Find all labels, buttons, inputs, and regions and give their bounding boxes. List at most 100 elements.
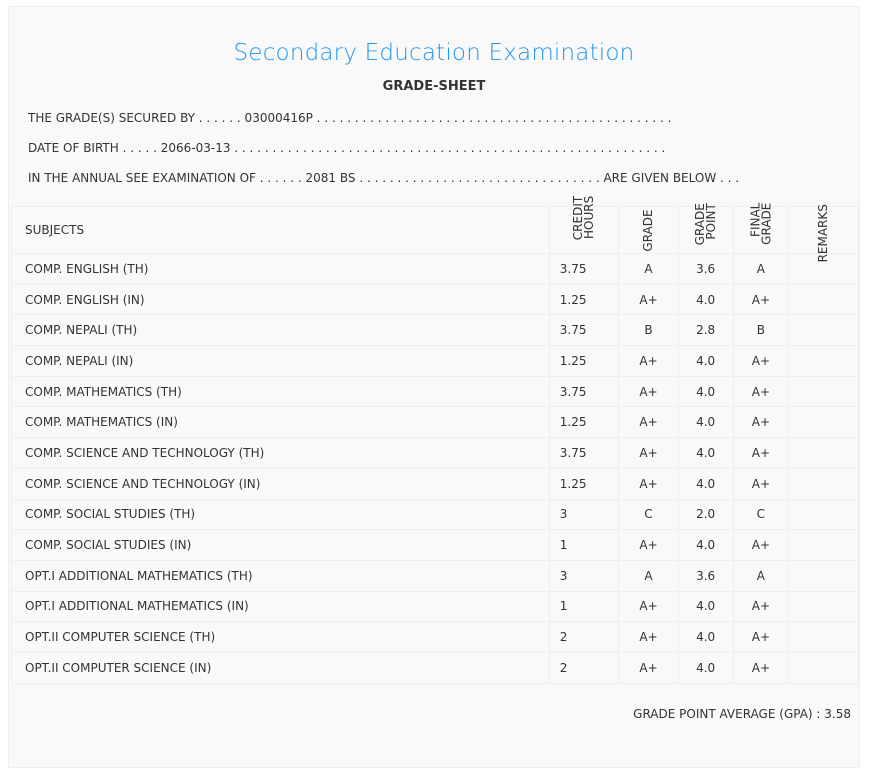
subject-cell: COMP. NEPALI (IN) — [11, 345, 550, 377]
final-grade-cell: A+ — [732, 283, 790, 316]
grade-point-cell: 3.6 — [677, 559, 734, 592]
final-grade-cell: A+ — [732, 406, 790, 439]
grade-point-cell: 4.0 — [677, 437, 734, 469]
table-row: COMP. SOCIAL STUDIES (TH) 3 C 2.0 C — [11, 498, 859, 531]
credit-hours-cell: 3.75 — [548, 437, 620, 469]
grade-point-cell: 4.0 — [677, 467, 734, 500]
grades-table: SUBJECTS CREDIT HOURS GRADE GRADE POINT … — [11, 196, 859, 684]
grade-cell: A+ — [618, 406, 679, 439]
credit-hours-cell: 3 — [548, 559, 620, 592]
final-grade-cell: A+ — [732, 621, 790, 653]
gpa-summary: GRADE POINT AVERAGE (GPA) : 3.58 — [633, 707, 851, 721]
subject-cell: COMP. SOCIAL STUDIES (IN) — [11, 529, 550, 561]
subject-cell: COMP. SCIENCE AND TECHNOLOGY (TH) — [11, 437, 550, 469]
remarks-cell — [788, 590, 859, 623]
page-title: Secondary Education Examination — [233, 40, 635, 66]
credit-hours-cell: 1 — [548, 529, 620, 561]
final-grade-cell: A+ — [732, 375, 790, 408]
remarks-cell — [788, 375, 859, 408]
table-row: COMP. MATHEMATICS (IN) 1.25 A+ 4.0 A+ — [11, 406, 859, 439]
grade-cell: A+ — [618, 283, 679, 316]
subject-cell: COMP. NEPALI (TH) — [11, 314, 550, 347]
page-subtitle: GRADE-SHEET — [382, 79, 486, 94]
grade-cell: A+ — [618, 529, 679, 561]
grade-sheet-card: Secondary Education Examination GRADE-SH… — [8, 6, 860, 768]
final-grade-cell: A+ — [732, 529, 790, 561]
header-grade: GRADE — [640, 208, 655, 252]
header-grade-point: GRADE POINT — [692, 203, 718, 246]
subject-cell: OPT.I ADDITIONAL MATHEMATICS (TH) — [11, 559, 550, 592]
table-row: COMP. SCIENCE AND TECHNOLOGY (IN) 1.25 A+ 4… — [11, 467, 859, 500]
table-row: COMP. ENGLISH (IN) 1.25 A+ 4.0 A+ — [11, 283, 859, 316]
grade-point-cell: 4.0 — [677, 375, 734, 408]
remarks-cell — [788, 437, 859, 469]
grade-point-cell: 2.8 — [677, 314, 734, 347]
remarks-cell — [788, 406, 859, 439]
final-grade-cell: C — [732, 498, 790, 531]
remarks-cell — [788, 314, 859, 347]
grade-point-cell: 4.0 — [677, 590, 734, 623]
grade-point-cell: 4.0 — [677, 529, 734, 561]
subject-cell: OPT.II COMPUTER SCIENCE (TH) — [11, 621, 550, 653]
subject-cell: COMP. ENGLISH (TH) — [11, 253, 550, 285]
credit-hours-cell: 1 — [548, 590, 620, 623]
subject-cell: COMP. MATHEMATICS (TH) — [11, 375, 550, 408]
grade-cell: A+ — [618, 590, 679, 623]
subject-cell: COMP. SOCIAL STUDIES (TH) — [11, 498, 550, 531]
grade-point-cell: 4.0 — [677, 651, 734, 684]
grade-point-cell: 4.0 — [677, 345, 734, 377]
header-remarks: REMARKS — [816, 204, 831, 263]
subject-cell: COMP. ENGLISH (IN) — [11, 283, 550, 316]
credit-hours-cell: 3.75 — [548, 314, 620, 347]
subject-cell: COMP. SCIENCE AND TECHNOLOGY (IN) — [11, 467, 550, 500]
credit-hours-cell: 2 — [548, 651, 620, 684]
credit-hours-cell: 1.25 — [548, 283, 620, 316]
final-grade-cell: B — [732, 314, 790, 347]
grade-cell: A — [618, 559, 679, 592]
remarks-cell — [788, 559, 859, 592]
grade-point-cell: 4.0 — [677, 406, 734, 439]
grade-point-cell: 2.0 — [677, 498, 734, 531]
final-grade-cell: A+ — [732, 437, 790, 469]
secured-by-line: THE GRADE(S) SECURED BY . . . . . . 0300… — [28, 111, 672, 125]
subject-cell: OPT.II COMPUTER SCIENCE (IN) — [11, 651, 550, 684]
header-final-grade: FINAL GRADE — [747, 202, 773, 245]
credit-hours-cell: 3.75 — [548, 375, 620, 408]
dob-line: DATE OF BIRTH . . . . . 2066-03-13 . . .… — [28, 141, 666, 155]
credit-hours-cell: 3.75 — [548, 253, 620, 285]
subject-cell: COMP. MATHEMATICS (IN) — [11, 406, 550, 439]
table-row: COMP. ENGLISH (TH) 3.75 A 3.6 A — [11, 253, 859, 285]
grade-cell: A+ — [618, 621, 679, 653]
grade-cell: A — [618, 253, 679, 285]
exam-line: IN THE ANNUAL SEE EXAMINATION OF . . . .… — [28, 171, 740, 185]
remarks-cell — [788, 283, 859, 316]
final-grade-cell: A+ — [732, 345, 790, 377]
grade-cell: C — [618, 498, 679, 531]
grade-cell: A+ — [618, 375, 679, 408]
remarks-cell — [788, 345, 859, 377]
remarks-cell — [788, 621, 859, 653]
final-grade-cell: A — [732, 559, 790, 592]
remarks-cell — [788, 651, 859, 684]
remarks-cell — [788, 467, 859, 500]
grade-cell: A+ — [618, 467, 679, 500]
credit-hours-cell: 1.25 — [548, 406, 620, 439]
table-row: OPT.II COMPUTER SCIENCE (TH) 2 A+ 4.0 A+ — [11, 621, 859, 653]
credit-hours-cell: 2 — [548, 621, 620, 653]
final-grade-cell: A — [732, 253, 790, 285]
table-row: COMP. NEPALI (IN) 1.25 A+ 4.0 A+ — [11, 345, 859, 377]
grade-point-cell: 4.0 — [677, 621, 734, 653]
grade-point-cell: 3.6 — [677, 253, 734, 285]
credit-hours-cell: 1.25 — [548, 467, 620, 500]
table-header-row: SUBJECTS CREDIT HOURS GRADE GRADE POINT … — [11, 196, 859, 262]
grade-cell: A+ — [618, 651, 679, 684]
header-subjects: SUBJECTS — [11, 206, 550, 254]
final-grade-cell: A+ — [732, 467, 790, 500]
remarks-cell — [788, 529, 859, 561]
grade-cell: A+ — [618, 437, 679, 469]
final-grade-cell: A+ — [732, 651, 790, 684]
table-row: COMP. SOCIAL STUDIES (IN) 1 A+ 4.0 A+ — [11, 529, 859, 561]
table-row: OPT.II COMPUTER SCIENCE (IN) 2 A+ 4.0 A+ — [11, 651, 859, 684]
table-row: COMP. NEPALI (TH) 3.75 B 2.8 B — [11, 314, 859, 347]
header-credit-hours: CREDIT HOURS — [570, 195, 596, 241]
